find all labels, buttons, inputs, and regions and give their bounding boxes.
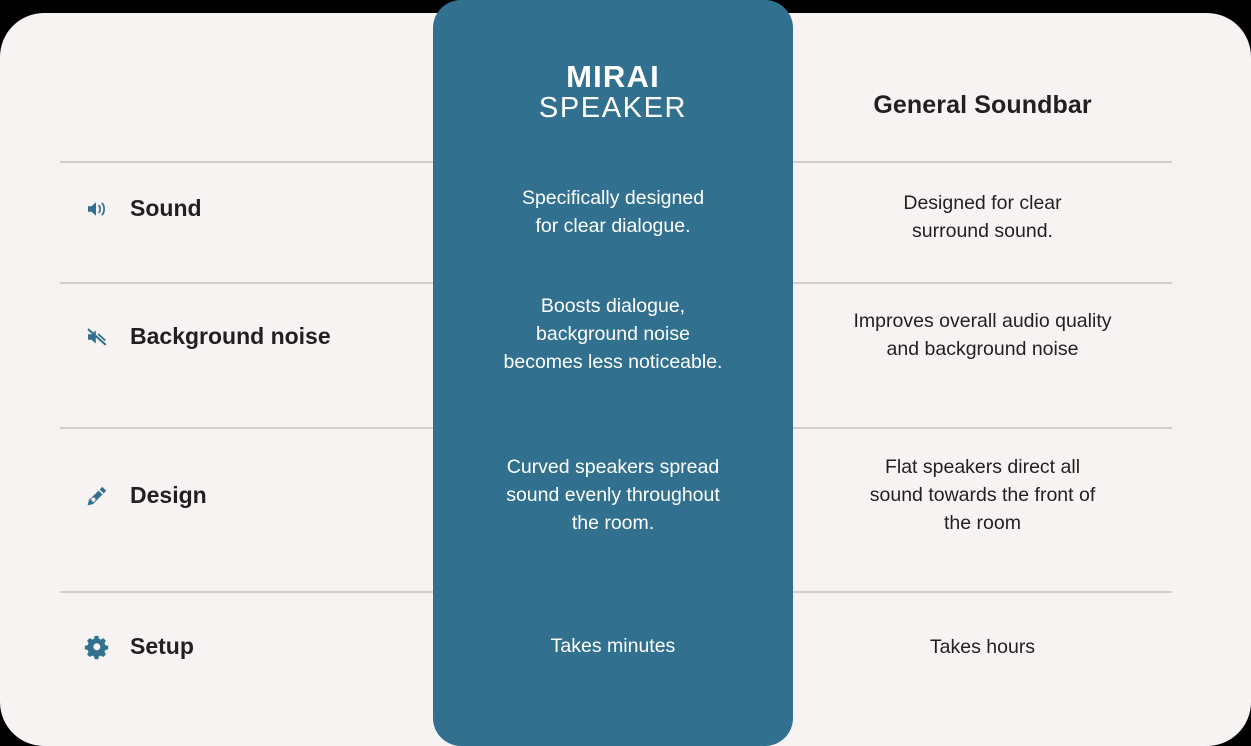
table-row-design-feature: Design	[84, 482, 207, 509]
mirai-cell-sound: Specifically designed for clear dialogue.	[521, 187, 705, 237]
general-cell-background-noise: Improves overall audio quality and backgr…	[853, 310, 1112, 360]
comparison-table: General Soundbar So	[0, 13, 1251, 746]
mirai-cell-background-noise: Boosts dialogue, background noise becomes …	[503, 295, 723, 373]
feature-label-background-noise: Background noise	[130, 323, 331, 349]
divider-left-2	[60, 282, 433, 284]
mirai-speaker-logo: MIRAI SPEAKER	[433, 61, 793, 123]
feature-label-sound: Sound	[130, 195, 202, 221]
divider-left-1	[60, 161, 433, 163]
pencil-icon	[84, 483, 110, 509]
divider-right-3	[793, 427, 1172, 429]
divider-right-2	[793, 282, 1172, 284]
header-general-soundbar: General Soundbar	[873, 91, 1092, 119]
divider-right-1	[793, 161, 1172, 163]
mirai-speaker-panel: MIRAI SPEAKER Specifically designed for c…	[433, 0, 793, 746]
feature-label-design: Design	[130, 482, 207, 508]
feature-label-setup: Setup	[130, 633, 194, 659]
divider-right-4	[793, 591, 1172, 593]
logo-line-mirai: MIRAI	[566, 59, 660, 94]
table-row-sound-feature: Sound	[84, 195, 202, 222]
divider-left-4	[60, 591, 433, 593]
mirai-cell-design: Curved speakers spread sound evenly throu…	[506, 456, 720, 534]
table-header-row: General Soundbar	[0, 13, 1251, 151]
table-row-background-noise-feature: Background noise	[84, 323, 331, 350]
table-row-setup-feature: Setup	[84, 633, 194, 660]
logo-line-speaker: SPEAKER	[538, 92, 688, 124]
volume-mute-icon	[84, 324, 110, 350]
general-cell-sound: Designed for clear surround sound.	[903, 192, 1062, 242]
mirai-cell-setup: Takes minutes	[550, 635, 676, 657]
gear-icon	[84, 634, 110, 660]
general-cell-design: Flat speakers direct all sound towards th…	[869, 456, 1096, 534]
general-cell-setup: Takes hours	[929, 636, 1036, 658]
divider-left-3	[60, 427, 433, 429]
volume-up-icon	[84, 196, 110, 222]
